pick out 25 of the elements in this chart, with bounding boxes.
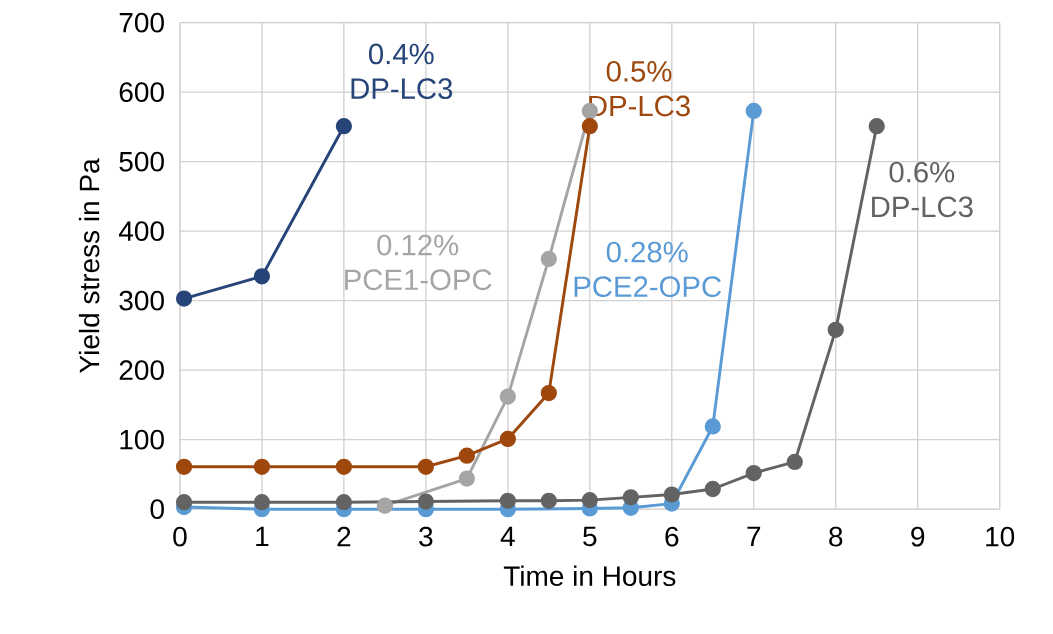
x-tick-label: 6 [665,526,679,547]
series-label: 0.4% DP-LC3 [351,43,453,99]
x-tick-label: 10 [986,526,1015,547]
y-tick-label: 700 [119,12,164,33]
x-tick-label: 5 [583,526,597,547]
x-axis-title: Time in Hours [503,565,676,586]
x-tick-label: 0 [173,526,187,547]
y-tick-label: 200 [119,360,164,380]
series-label: 0.28% PCE2-OPC [574,241,722,297]
x-tick-label: 4 [500,526,515,546]
y-tick-label: 400 [118,221,164,241]
y-axis-title: Yield stress in Pa [78,158,100,373]
x-tick-label: 3 [419,526,433,547]
series-label: 0.6% DP-LC3 [872,161,973,217]
x-tick-label: 1 [256,526,269,546]
y-tick-label: 0 [150,499,164,519]
series-label: 0.12% PCE1-OPC [345,234,492,290]
x-tick-label: 7 [747,526,761,546]
x-tick-label: 2 [337,526,351,547]
y-tick-label: 300 [119,290,164,311]
y-tick-label: 500 [119,151,164,172]
x-tick-label: 8 [829,526,843,547]
y-tick-label: 100 [120,429,164,450]
y-tick-label: 600 [119,82,164,102]
x-tick-label: 9 [911,526,925,547]
